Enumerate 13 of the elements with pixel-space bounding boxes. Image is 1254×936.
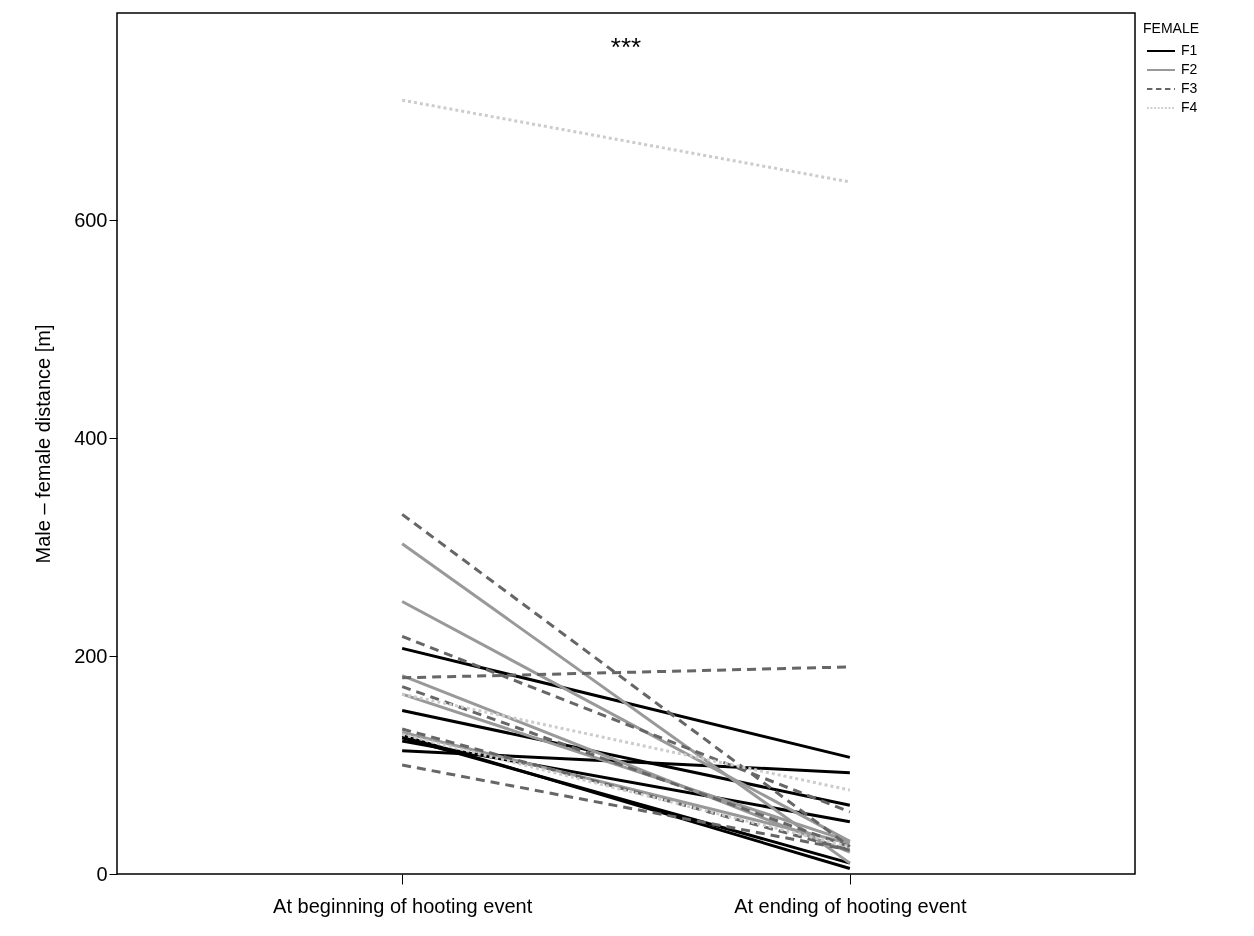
legend-label: F1 [1181, 42, 1198, 58]
y-axis-title: Male – female distance [m] [32, 324, 55, 564]
legend-label: F4 [1181, 99, 1198, 115]
annotation: *** [610, 32, 642, 62]
y-tick-label: 0 [96, 862, 108, 885]
y-tick-label: 400 [74, 426, 108, 449]
legend-label: F3 [1181, 80, 1198, 96]
x-tick-label: At ending of hooting event [734, 894, 967, 917]
x-tick-label: At beginning of hooting event [273, 894, 533, 917]
legend-label: F2 [1181, 61, 1198, 77]
legend-title: FEMALE [1143, 20, 1200, 36]
y-tick-label: 600 [74, 208, 108, 231]
y-tick-label: 200 [74, 644, 108, 667]
